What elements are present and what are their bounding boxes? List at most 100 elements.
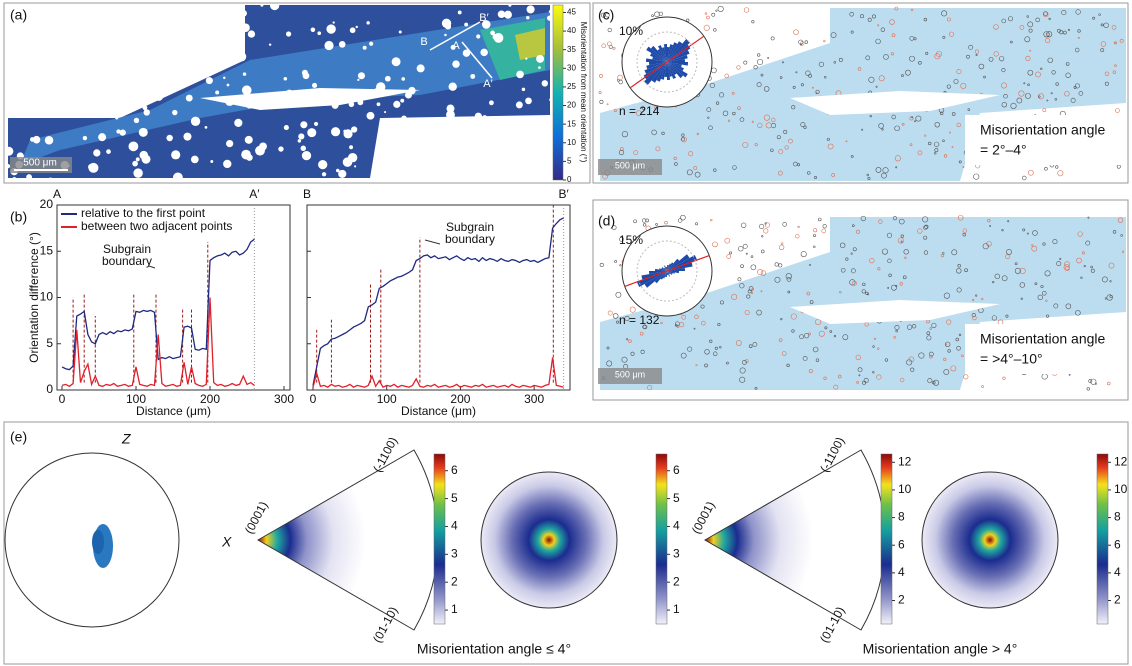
colorbar-tick-label: 35 xyxy=(567,45,576,54)
map-hole xyxy=(270,1,279,10)
map-speckle xyxy=(813,246,815,248)
map-hole xyxy=(173,172,183,182)
map-hole xyxy=(53,53,58,58)
rose-n: n = 214 xyxy=(619,104,660,118)
map-speckle xyxy=(741,265,744,268)
map-hole xyxy=(526,16,529,19)
map-hole xyxy=(66,19,68,21)
axis-label: X xyxy=(221,534,232,550)
map-speckle xyxy=(712,13,715,16)
map-hole xyxy=(458,11,462,15)
map-hole xyxy=(444,147,446,149)
map-hole xyxy=(542,80,548,86)
map-speckle xyxy=(1055,166,1058,169)
map-hole xyxy=(134,118,139,123)
map-hole xyxy=(508,122,515,129)
map-speckle xyxy=(771,37,774,40)
map-hole xyxy=(405,92,412,99)
map-hole xyxy=(6,164,10,168)
map-hole xyxy=(384,111,386,113)
map-speckle xyxy=(656,223,658,225)
map-speckle xyxy=(706,16,709,19)
map-speckle xyxy=(608,28,612,32)
map-hole xyxy=(432,151,435,154)
map-hole xyxy=(489,118,496,125)
map-hole xyxy=(516,101,523,108)
map-speckle xyxy=(615,260,617,262)
map-hole xyxy=(314,122,318,126)
map-speckle xyxy=(814,229,817,232)
map-speckle xyxy=(793,30,798,35)
map-hole xyxy=(207,58,212,63)
colorbar-tick-label: 2 xyxy=(898,593,905,607)
panel-label: (c) xyxy=(598,7,614,23)
x-axis-label: Distance (μm) xyxy=(136,404,211,418)
map-hole xyxy=(242,85,252,95)
map-hole xyxy=(476,34,480,38)
map-hole xyxy=(129,141,139,151)
map-speckle xyxy=(761,250,764,253)
colorbar-tick-label: 6 xyxy=(451,463,458,477)
x-tick-label: 0 xyxy=(310,392,317,406)
map-hole xyxy=(196,73,199,76)
colorbar-tick-label: 4 xyxy=(1114,565,1121,579)
map-hole xyxy=(222,43,227,48)
map-speckle xyxy=(805,41,808,44)
map-hole xyxy=(307,128,316,137)
map-hole xyxy=(549,98,552,101)
map-hole xyxy=(141,41,148,48)
map-hole xyxy=(144,109,150,115)
map-hole xyxy=(83,136,87,140)
x-tick-label: 0 xyxy=(59,392,66,406)
map-hole xyxy=(485,148,495,158)
map-speckle xyxy=(801,251,806,256)
map-hole xyxy=(30,137,35,142)
map-speckle xyxy=(822,229,826,233)
map-hole xyxy=(221,5,229,13)
map-hole xyxy=(377,102,381,106)
map-speckle xyxy=(1089,379,1092,382)
map-speckle xyxy=(757,54,760,57)
map-hole xyxy=(111,6,118,13)
colorbar-tick-label: 25 xyxy=(567,82,576,91)
map-speckle xyxy=(652,15,654,17)
map-speckle xyxy=(746,253,747,254)
colorbar-tick-label: 3 xyxy=(673,546,680,560)
series-line xyxy=(313,218,564,386)
map-speckle xyxy=(781,243,783,245)
series-line xyxy=(313,358,564,388)
caption: = >4°–10° xyxy=(980,351,1043,367)
colorbar xyxy=(553,5,563,180)
plot-frame xyxy=(307,205,570,390)
map-hole xyxy=(424,120,431,127)
colorbar-tick-label: 10 xyxy=(898,482,912,496)
map-hole xyxy=(393,101,400,108)
map-hole xyxy=(393,142,395,144)
annotation-arrow xyxy=(425,240,440,244)
map-hole xyxy=(278,146,283,151)
ipf-wedge xyxy=(258,450,438,630)
map-hole xyxy=(527,5,535,13)
map-hole xyxy=(180,54,183,57)
colorbar-tick-label: 12 xyxy=(1114,454,1128,468)
map-speckle xyxy=(795,234,799,238)
map-hole xyxy=(525,58,527,60)
map-speckle xyxy=(982,386,984,388)
y-tick-label: 0 xyxy=(46,382,53,396)
map-hole xyxy=(504,11,512,19)
map-hole xyxy=(478,146,482,150)
map-hole xyxy=(400,99,404,103)
map-hole xyxy=(113,45,119,51)
map-hole xyxy=(317,31,321,35)
map-hole xyxy=(284,77,288,81)
ipf-wedge xyxy=(705,450,885,630)
map-speckle xyxy=(744,8,749,13)
map-hole xyxy=(385,76,391,82)
caption: Misorientation angle ≤ 4° xyxy=(417,641,571,657)
map-hole xyxy=(106,149,111,154)
map-hole xyxy=(12,72,17,77)
map-hole xyxy=(549,10,552,13)
map-hole xyxy=(525,136,530,141)
map-hole xyxy=(113,108,120,115)
map-speckle xyxy=(764,229,768,233)
